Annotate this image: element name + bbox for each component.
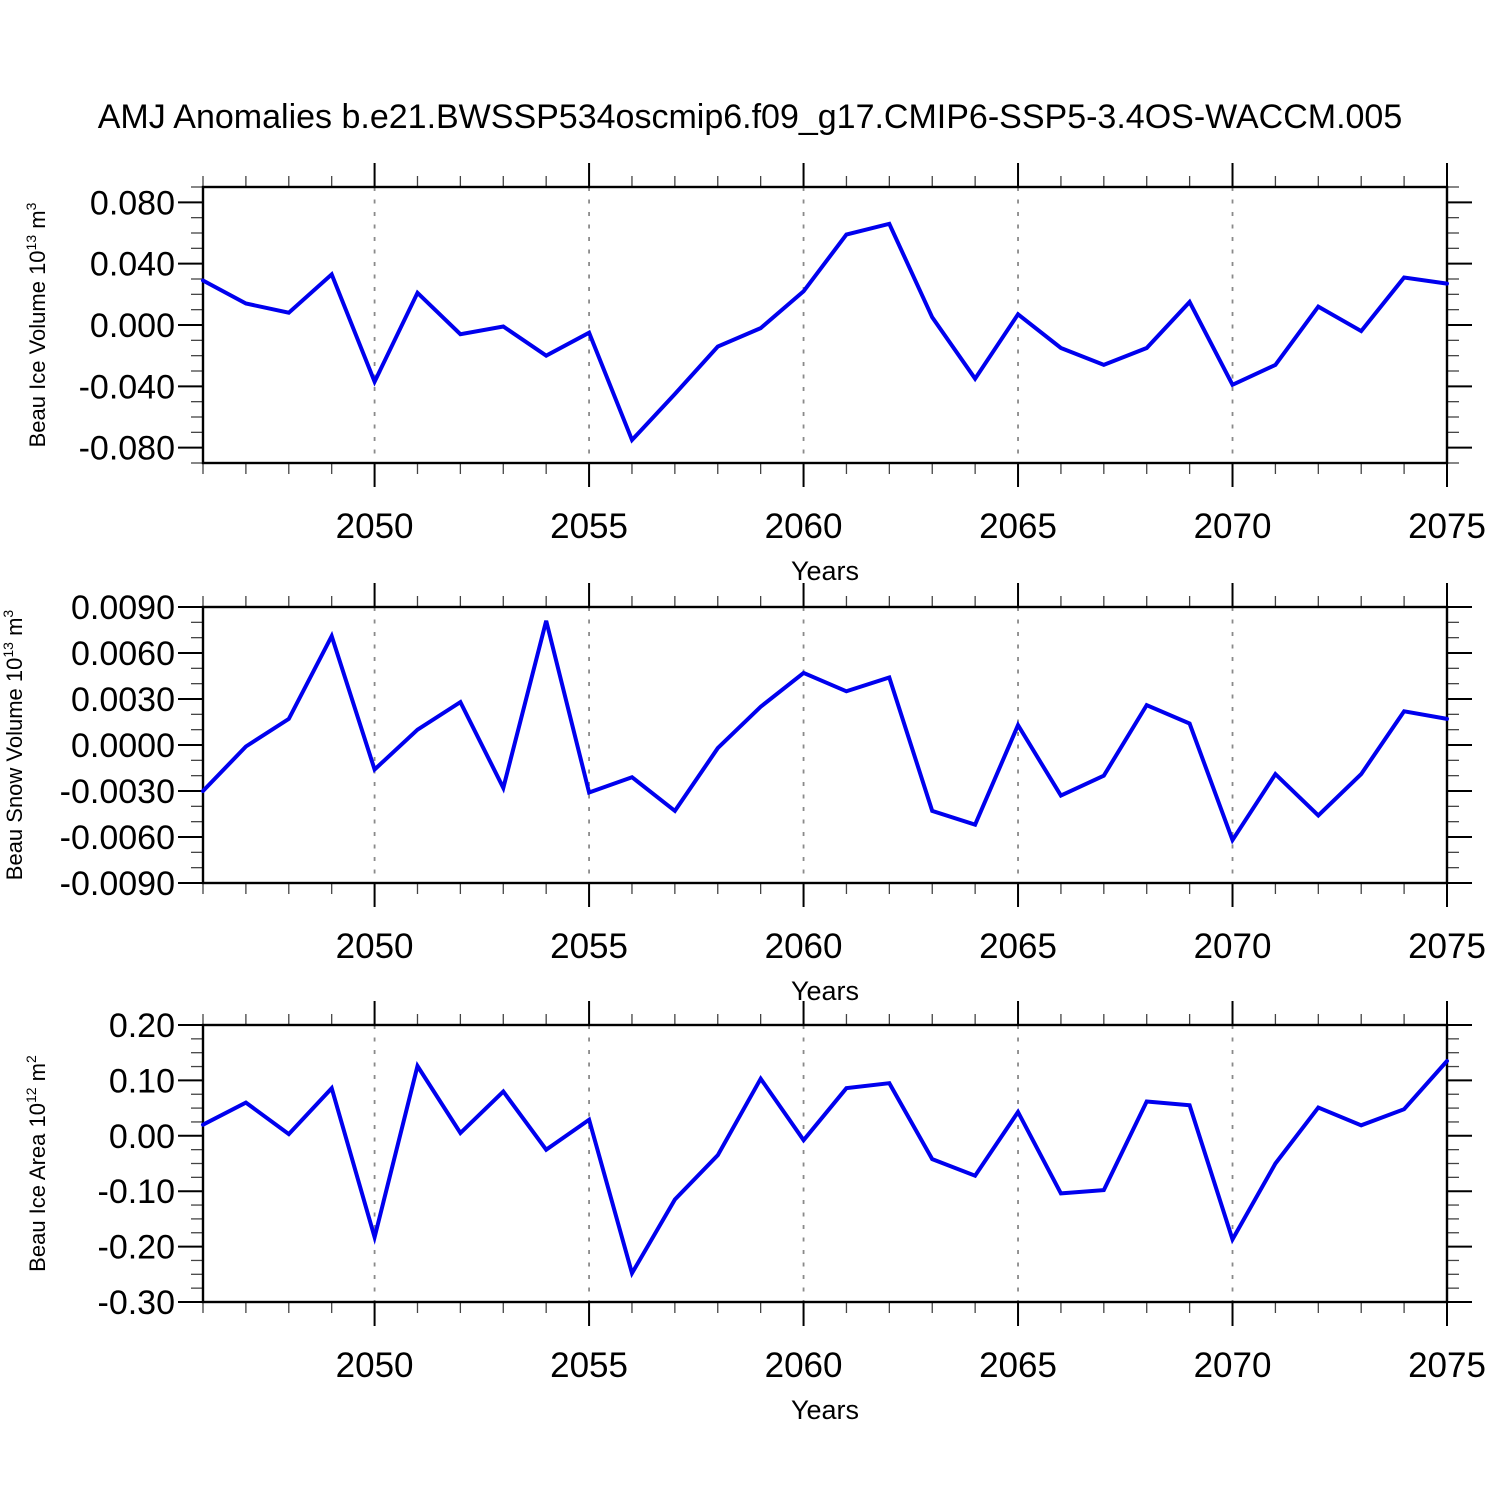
- x-tick-label: 2065: [979, 927, 1057, 966]
- x-tick-label: 2065: [979, 507, 1057, 546]
- x-tick-label: 2055: [550, 927, 628, 966]
- x-tick-label: 2075: [1408, 1346, 1486, 1385]
- x-tick-label: 2055: [550, 1346, 628, 1385]
- x-tick-label: 2060: [765, 927, 843, 966]
- x-tick-label: 2070: [1194, 507, 1272, 546]
- y-tick-label: 0.20: [109, 1007, 175, 1045]
- x-tick-label: 2055: [550, 507, 628, 546]
- y-tick-label: 0.0030: [71, 681, 175, 719]
- x-tick-label: 2070: [1194, 1346, 1272, 1385]
- series-line-ice-area: [201, 1059, 1449, 1279]
- x-tick-label: 2050: [336, 507, 414, 546]
- panel-ice-volume: 0.080 0.040 0.000 -0.040 -0.080 2050 2055 2060 2…: [23, 163, 1486, 586]
- panel-frame: [201, 185, 1449, 465]
- y-tick-label: 0.080: [90, 184, 175, 222]
- panel-snow-volume: 0.0090 0.0060 0.0030 0.0000 -0.0030 -0.0060 -0…: [0, 583, 1486, 1006]
- panel-frame: [201, 1023, 1449, 1304]
- y-tick-label: -0.0030: [60, 773, 175, 811]
- x-tick-label: 2050: [336, 927, 414, 966]
- y-tick-label: -0.040: [79, 368, 175, 406]
- y-axis-title: Beau Ice Volume 1013 m3: [23, 202, 50, 447]
- y-tick-label: 0.0090: [71, 589, 175, 627]
- x-axis-title: Years: [791, 976, 859, 1006]
- series-line-snow-volume: [201, 620, 1449, 845]
- x-tick-label: 2060: [765, 507, 843, 546]
- chart-title: AMJ Anomalies b.e21.BWSSP534oscmip6.f09_…: [97, 98, 1403, 136]
- y-axis-title: Beau Snow Volume 1013 m3: [0, 610, 27, 881]
- y-tick-label: -0.10: [98, 1173, 176, 1211]
- panel-ice-area: 0.20 0.10 0.00 -0.10 -0.20 -0.30 2050 2055 2060 2…: [23, 1001, 1486, 1425]
- y-tick-label: 0.040: [90, 246, 175, 284]
- x-tick-label: 2065: [979, 1346, 1057, 1385]
- y-tick-label: 0.000: [90, 307, 175, 345]
- y-tick-label: -0.30: [98, 1284, 176, 1322]
- y-tick-label: -0.0090: [60, 865, 175, 903]
- x-tick-label: 2050: [336, 1346, 414, 1385]
- y-tick-label: -0.20: [98, 1229, 176, 1267]
- series-line-ice-volume: [201, 221, 1449, 444]
- y-tick-label: 0.0000: [71, 727, 175, 765]
- x-tick-label: 2070: [1194, 927, 1272, 966]
- y-tick-label: -0.0060: [60, 819, 175, 857]
- x-axis-title: Years: [791, 1395, 859, 1425]
- panel-frame: [201, 605, 1449, 885]
- y-tick-label: 0.10: [109, 1062, 175, 1100]
- x-tick-label: 2075: [1408, 507, 1486, 546]
- x-axis-title: Years: [791, 556, 859, 586]
- x-tick-label: 2075: [1408, 927, 1486, 966]
- y-tick-label: 0.0060: [71, 635, 175, 673]
- x-tick-label: 2060: [765, 1346, 843, 1385]
- y-tick-label: -0.080: [79, 430, 175, 468]
- y-axis-title: Beau Ice Area 1012 m2: [23, 1055, 50, 1272]
- y-tick-label: 0.00: [109, 1118, 175, 1156]
